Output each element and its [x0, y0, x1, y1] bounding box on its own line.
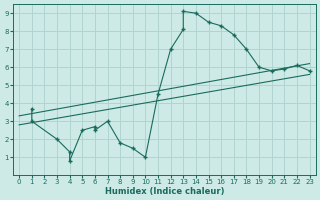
X-axis label: Humidex (Indice chaleur): Humidex (Indice chaleur) — [105, 187, 224, 196]
